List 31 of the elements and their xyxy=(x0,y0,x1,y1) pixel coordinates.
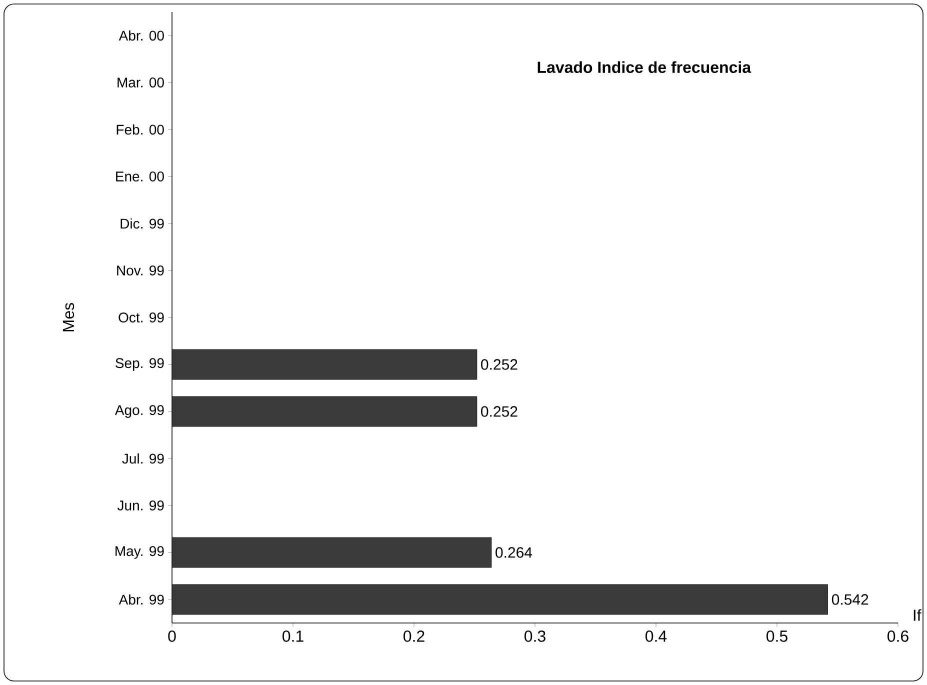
x-tick-label: 0.2 xyxy=(404,630,424,642)
bar xyxy=(172,396,478,427)
x-tick-label: 0 xyxy=(168,630,176,642)
y-tick-label: May. 99 xyxy=(116,546,164,559)
x-tick-label: 0.3 xyxy=(524,630,546,642)
text: Lavado Indice de frecuencia xyxy=(538,61,752,73)
y-tick-label: Jun. 99 xyxy=(117,500,164,510)
x-tick-label: 0.4 xyxy=(646,630,667,642)
bar xyxy=(172,537,492,568)
y-axis-title: Mes xyxy=(62,302,74,332)
y-tick-label: Oct. 99 xyxy=(118,312,164,322)
y-tick-label: Abr. 99 xyxy=(118,594,164,605)
x-tick-label: 0.1 xyxy=(282,630,304,642)
y-tick-label: Feb. 00 xyxy=(116,124,164,135)
x-tick-label: 0.5 xyxy=(766,630,788,642)
data-label: 0.542 xyxy=(832,594,868,605)
bar xyxy=(172,584,828,615)
y-tick-label: Nov. 99 xyxy=(117,266,164,276)
y-tick-label: Ago. 99 xyxy=(114,405,164,418)
y-tick-label: Sep. 99 xyxy=(116,358,164,371)
y-tick-label: Dic. 99 xyxy=(120,218,164,229)
y-tick-label: Abr. 00 xyxy=(118,30,164,41)
y-tick-label: Mar. 00 xyxy=(118,78,164,88)
bar xyxy=(172,349,478,380)
y-tick-label: Jul. 99 xyxy=(122,453,164,464)
data-label: 0.252 xyxy=(481,406,518,417)
data-label: 0.252 xyxy=(481,359,518,370)
x-tick-label: 0.6 xyxy=(888,630,908,642)
y-tick-label: Ene. 00 xyxy=(116,172,164,182)
x-axis-title: If xyxy=(914,609,922,621)
data-label: 0.264 xyxy=(496,547,532,558)
